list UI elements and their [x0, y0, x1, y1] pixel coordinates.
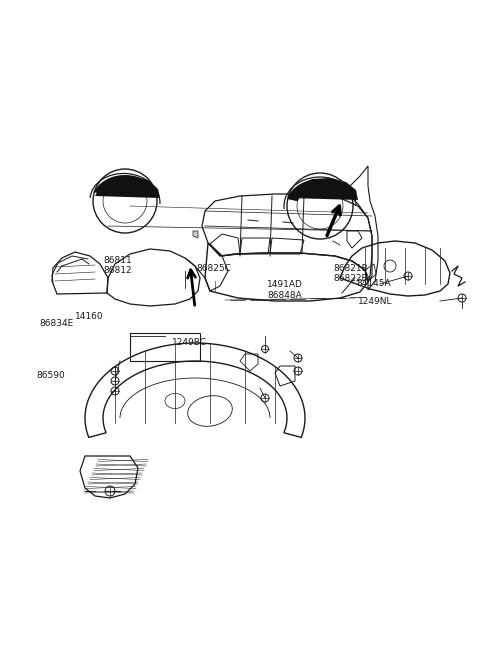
- Text: 1249NL: 1249NL: [358, 297, 392, 306]
- Text: 14160: 14160: [74, 312, 103, 321]
- Polygon shape: [95, 176, 160, 198]
- Polygon shape: [193, 231, 198, 238]
- Text: 86821B
86822B: 86821B 86822B: [334, 264, 368, 283]
- Text: 86590: 86590: [36, 371, 65, 380]
- Text: 1491AD
86848A: 1491AD 86848A: [267, 280, 303, 300]
- Text: 86825C: 86825C: [197, 264, 231, 274]
- Text: 84145A: 84145A: [356, 279, 391, 288]
- Polygon shape: [287, 179, 351, 201]
- Text: 86811
86812: 86811 86812: [103, 256, 132, 276]
- Polygon shape: [290, 178, 358, 200]
- Bar: [130, 333, 200, 361]
- Polygon shape: [94, 175, 156, 195]
- Text: 86834E: 86834E: [39, 319, 73, 328]
- Text: 1249BC: 1249BC: [172, 338, 207, 347]
